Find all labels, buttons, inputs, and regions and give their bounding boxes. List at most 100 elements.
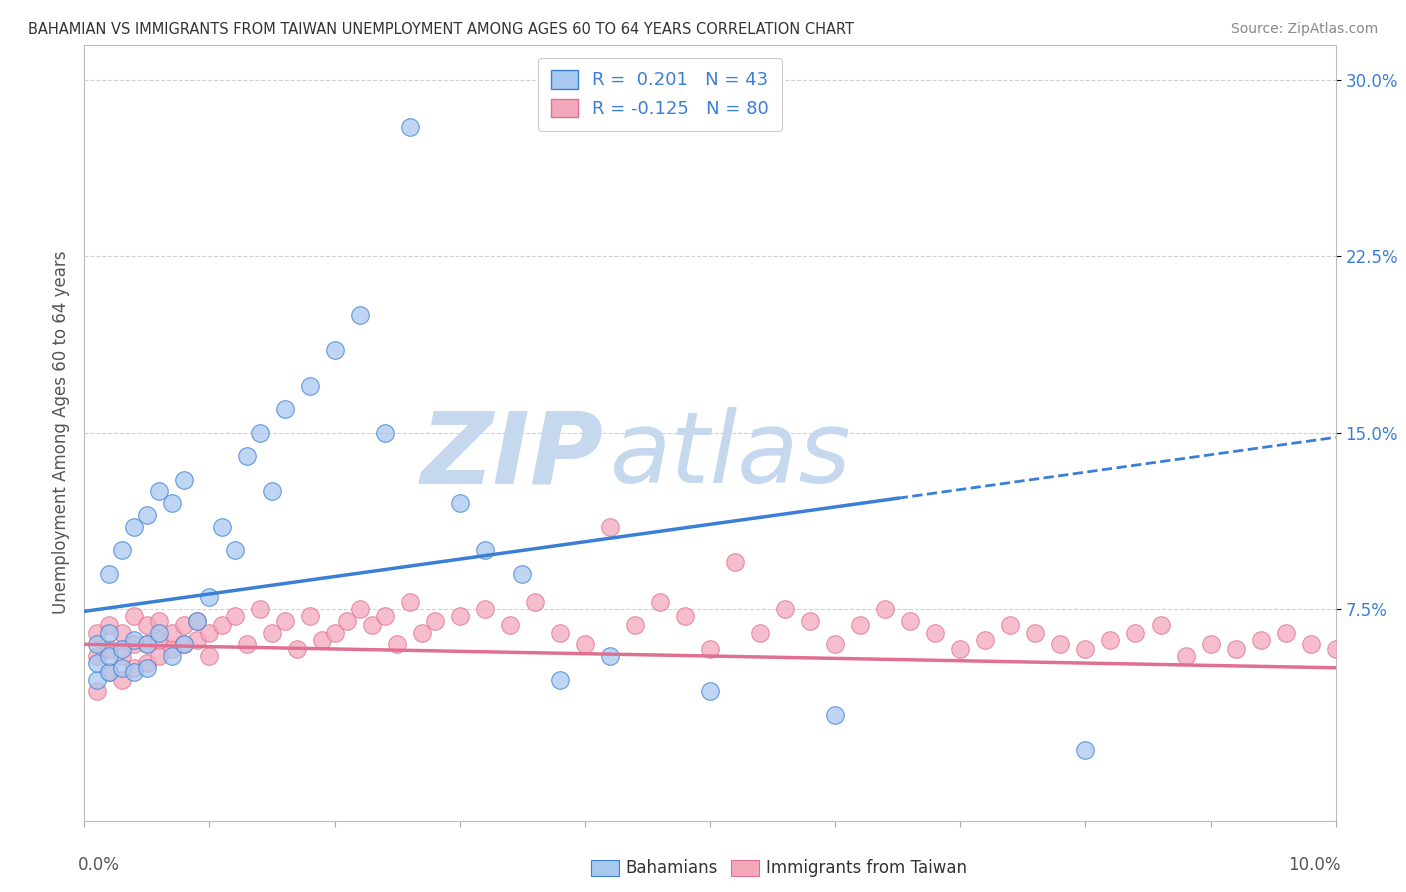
Point bbox=[136, 661, 159, 675]
Point bbox=[249, 602, 271, 616]
Point bbox=[548, 625, 571, 640]
Point bbox=[148, 614, 170, 628]
Point bbox=[124, 661, 146, 675]
Point bbox=[86, 637, 108, 651]
Point bbox=[673, 609, 696, 624]
Point bbox=[1299, 637, 1322, 651]
Point bbox=[1225, 642, 1247, 657]
Point bbox=[86, 656, 108, 670]
Point bbox=[449, 496, 471, 510]
Point bbox=[86, 648, 108, 663]
Point bbox=[824, 637, 846, 651]
Point bbox=[111, 661, 134, 675]
Point bbox=[499, 618, 522, 632]
Point bbox=[136, 508, 159, 522]
Point bbox=[136, 618, 159, 632]
Text: 10.0%: 10.0% bbox=[1288, 856, 1341, 874]
Text: ZIP: ZIP bbox=[420, 408, 603, 504]
Legend: R =  0.201   N = 43, R = -0.125   N = 80: R = 0.201 N = 43, R = -0.125 N = 80 bbox=[538, 57, 782, 130]
Point bbox=[1074, 642, 1097, 657]
Text: BAHAMIAN VS IMMIGRANTS FROM TAIWAN UNEMPLOYMENT AMONG AGES 60 TO 64 YEARS CORREL: BAHAMIAN VS IMMIGRANTS FROM TAIWAN UNEMP… bbox=[28, 22, 853, 37]
Point bbox=[749, 625, 772, 640]
Point bbox=[136, 637, 159, 651]
Point bbox=[285, 642, 308, 657]
Point bbox=[111, 648, 134, 663]
Point bbox=[349, 308, 371, 322]
Point bbox=[773, 602, 796, 616]
Point bbox=[1274, 625, 1296, 640]
Point bbox=[273, 402, 295, 417]
Point bbox=[98, 665, 121, 680]
Point bbox=[111, 543, 134, 558]
Point bbox=[224, 543, 246, 558]
Point bbox=[98, 618, 121, 632]
Point bbox=[699, 642, 721, 657]
Y-axis label: Unemployment Among Ages 60 to 64 years: Unemployment Among Ages 60 to 64 years bbox=[52, 251, 70, 615]
Point bbox=[323, 625, 346, 640]
Point bbox=[298, 378, 321, 392]
Point bbox=[799, 614, 821, 628]
Point bbox=[136, 637, 159, 651]
Point bbox=[262, 484, 284, 499]
Point bbox=[875, 602, 897, 616]
Point bbox=[173, 637, 195, 651]
Point bbox=[824, 707, 846, 722]
Point bbox=[1324, 642, 1347, 657]
Point bbox=[86, 684, 108, 698]
Point bbox=[198, 591, 221, 605]
Point bbox=[898, 614, 921, 628]
Point bbox=[98, 648, 121, 663]
Point bbox=[949, 642, 972, 657]
Point bbox=[186, 614, 208, 628]
Point bbox=[211, 618, 233, 632]
Point bbox=[374, 425, 396, 440]
Point bbox=[86, 673, 108, 687]
Point bbox=[98, 642, 121, 657]
Point bbox=[336, 614, 359, 628]
Point bbox=[186, 614, 208, 628]
Point bbox=[648, 595, 671, 609]
Point bbox=[98, 566, 121, 581]
Point bbox=[1000, 618, 1022, 632]
Point bbox=[111, 625, 134, 640]
Point bbox=[411, 625, 433, 640]
Point bbox=[236, 449, 259, 463]
Point bbox=[548, 673, 571, 687]
Point bbox=[1250, 632, 1272, 647]
Point bbox=[160, 625, 183, 640]
Point bbox=[98, 665, 121, 680]
Point bbox=[449, 609, 471, 624]
Point bbox=[512, 566, 534, 581]
Point bbox=[1024, 625, 1046, 640]
Point bbox=[361, 618, 384, 632]
Point bbox=[311, 632, 333, 647]
Point bbox=[236, 637, 259, 651]
Point bbox=[111, 642, 134, 657]
Point bbox=[198, 648, 221, 663]
Point bbox=[211, 519, 233, 533]
Point bbox=[224, 609, 246, 624]
Point bbox=[398, 120, 420, 134]
Point bbox=[173, 618, 195, 632]
Point bbox=[249, 425, 271, 440]
Point bbox=[624, 618, 647, 632]
Point bbox=[474, 543, 496, 558]
Point bbox=[198, 625, 221, 640]
Point bbox=[173, 637, 195, 651]
Point bbox=[298, 609, 321, 624]
Point bbox=[186, 632, 208, 647]
Point bbox=[148, 632, 170, 647]
Text: atlas: atlas bbox=[610, 408, 852, 504]
Point bbox=[262, 625, 284, 640]
Point bbox=[148, 625, 170, 640]
Point bbox=[349, 602, 371, 616]
Point bbox=[724, 555, 747, 569]
Point bbox=[273, 614, 295, 628]
Point bbox=[974, 632, 997, 647]
Point bbox=[173, 473, 195, 487]
Point bbox=[374, 609, 396, 624]
Point bbox=[124, 665, 146, 680]
Point bbox=[924, 625, 946, 640]
Point bbox=[423, 614, 446, 628]
Point bbox=[1049, 637, 1071, 651]
